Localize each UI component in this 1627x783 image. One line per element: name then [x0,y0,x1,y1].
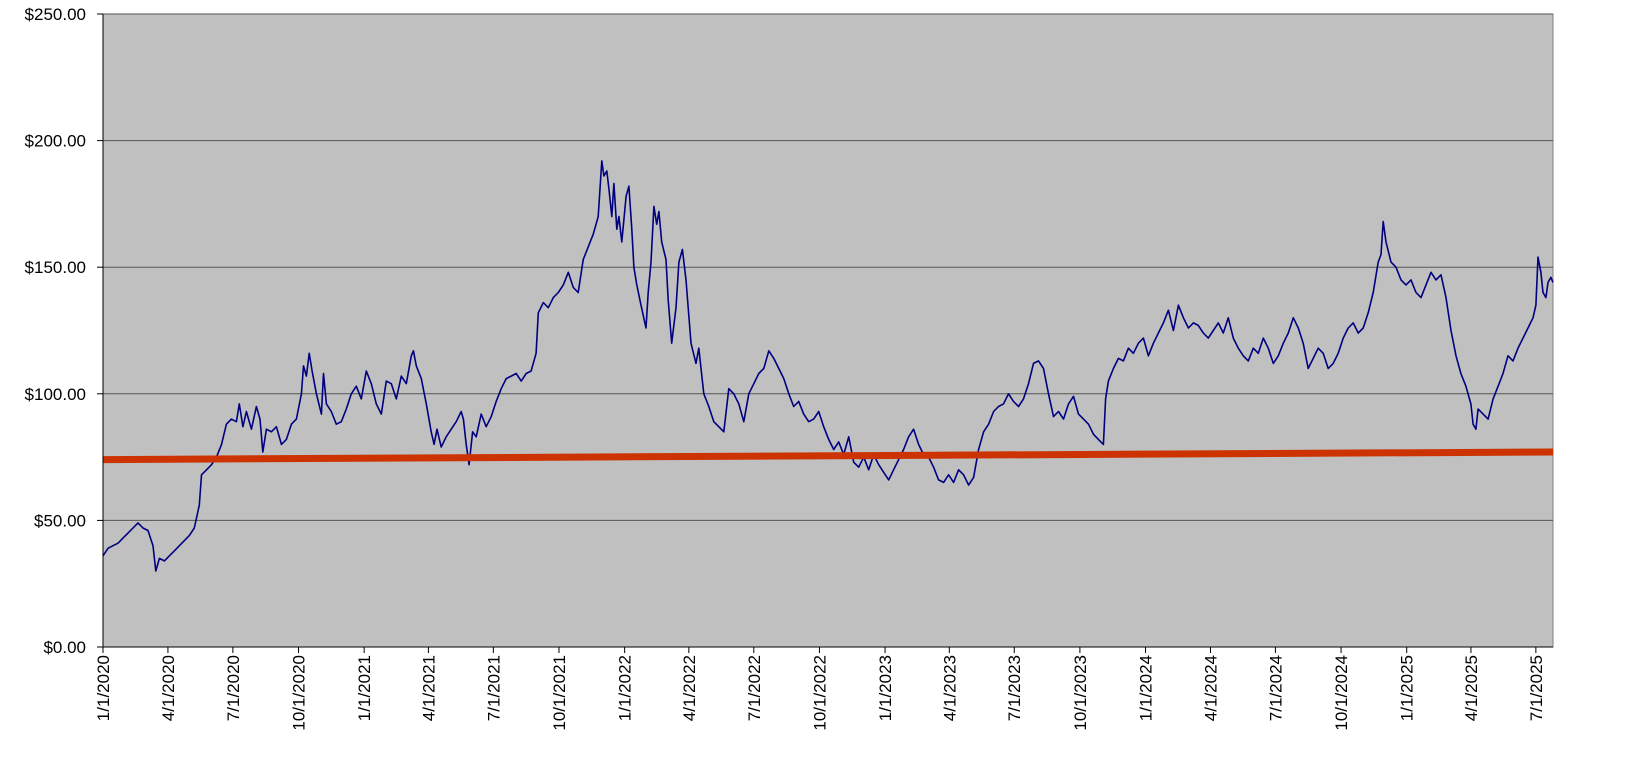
x-tick-label: 1/1/2025 [1398,655,1417,721]
x-tick-label: 4/1/2025 [1462,655,1481,721]
x-tick-label: 10/1/2021 [550,655,569,731]
x-tick-label: 1/1/2021 [355,655,374,721]
x-tick-label: 7/1/2022 [745,655,764,721]
x-axis-tick-labels: 1/1/2020 4/1/2020 7/1/2020 10/1/2020 1/1/202… [94,655,1546,731]
x-tick-label: 7/1/2021 [484,655,503,721]
x-tick-label: 4/1/2020 [159,655,178,721]
trend-line [102,448,1554,464]
y-tick-label: $0.00 [43,638,86,657]
x-tick-label: 1/1/2022 [616,655,635,721]
x-tick-label: 4/1/2021 [419,655,438,721]
x-tick-label: 7/1/2020 [224,655,243,721]
plot-area [102,13,1554,648]
x-tick-label: 10/1/2024 [1332,655,1351,731]
x-tick-label: 1/1/2023 [876,655,895,721]
x-tick-label: 1/1/2020 [94,655,113,721]
x-tick-label: 10/1/2022 [810,655,829,731]
y-tick-label: $250.00 [25,5,86,24]
x-tick-label: 10/1/2023 [1071,655,1090,731]
axes [97,13,1553,653]
y-tick-label: $100.00 [25,385,86,404]
x-tick-label: 7/1/2024 [1266,655,1285,721]
x-tick-label: 7/1/2023 [1005,655,1024,721]
y-axis-tick-labels: $0.00 $50.00 $100.00 $150.00 $200.00 $250.00 [25,5,86,657]
x-tick-label: 7/1/2025 [1527,655,1546,721]
y-tick-label: $150.00 [25,258,86,277]
x-tick-label: 4/1/2024 [1201,655,1220,721]
y-tick-label: $200.00 [25,132,86,151]
x-tick-label: 4/1/2023 [940,655,959,721]
x-tick-label: 10/1/2020 [290,655,309,731]
price-series-line [102,160,1554,572]
y-tick-label: $50.00 [34,511,86,530]
gridlines [103,13,1553,521]
x-tick-label: 1/1/2024 [1137,655,1156,721]
x-tick-label: 4/1/2022 [680,655,699,721]
series-group [102,160,1554,572]
